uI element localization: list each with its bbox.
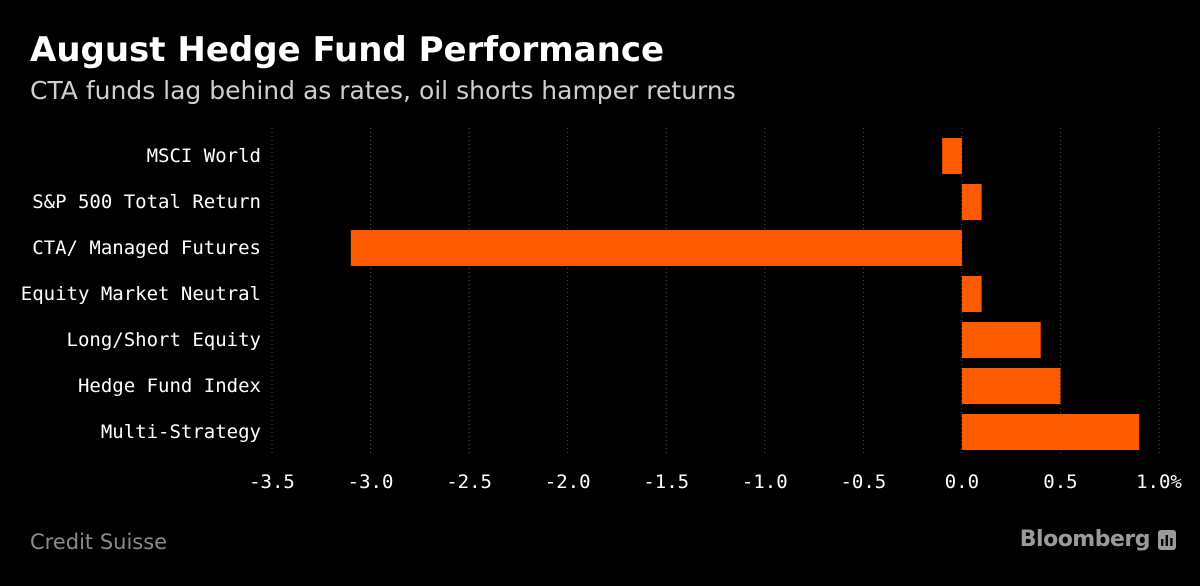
grid-lines bbox=[271, 128, 1160, 455]
bar bbox=[350, 230, 962, 266]
chart-subtitle: CTA funds lag behind as rates, oil short… bbox=[30, 76, 736, 105]
category-labels: MSCI World S&P 500 Total Return CTA/ Manag… bbox=[21, 145, 261, 443]
bloomberg-chart-icon bbox=[1158, 529, 1176, 550]
x-tick-label: 0.0 bbox=[945, 471, 979, 493]
bar bbox=[961, 322, 1041, 358]
category-label: S&P 500 Total Return bbox=[32, 191, 261, 213]
x-tick-label: -0.5 bbox=[840, 471, 886, 493]
category-label: Equity Market Neutral bbox=[21, 283, 261, 305]
x-tick-label: -3.0 bbox=[348, 471, 394, 493]
bars bbox=[350, 138, 1140, 450]
x-tick-label: -1.0 bbox=[742, 471, 788, 493]
bar bbox=[961, 414, 1140, 450]
bar bbox=[961, 368, 1061, 404]
x-tick-label: -1.5 bbox=[643, 471, 689, 493]
category-label: Long/Short Equity bbox=[67, 329, 261, 351]
brand-name: Bloomberg bbox=[1019, 527, 1151, 552]
bar bbox=[961, 184, 982, 220]
category-label: MSCI World bbox=[147, 145, 261, 167]
x-tick-label: 0.5 bbox=[1043, 471, 1077, 493]
x-tick-label: 1.0% bbox=[1136, 471, 1182, 493]
x-tick-label: -2.5 bbox=[446, 471, 492, 493]
x-tick-label: -3.5 bbox=[249, 471, 295, 493]
chart-title: August Hedge Fund Performance bbox=[30, 30, 665, 70]
brand-logo: Bloomberg bbox=[1020, 527, 1176, 552]
bar bbox=[961, 276, 982, 312]
bar bbox=[942, 138, 962, 174]
category-label: Multi-Strategy bbox=[101, 421, 261, 443]
category-label: CTA/ Managed Futures bbox=[32, 237, 261, 259]
x-tick-labels: -3.5 -3.0 -2.5 -2.0 -1.5 -1.0 -0.5 0.0 0.5 1.0% bbox=[249, 471, 1182, 493]
category-label: Hedge Fund Index bbox=[78, 375, 261, 397]
source-label: Credit Suisse bbox=[30, 530, 168, 554]
x-tick-label: -2.0 bbox=[545, 471, 591, 493]
